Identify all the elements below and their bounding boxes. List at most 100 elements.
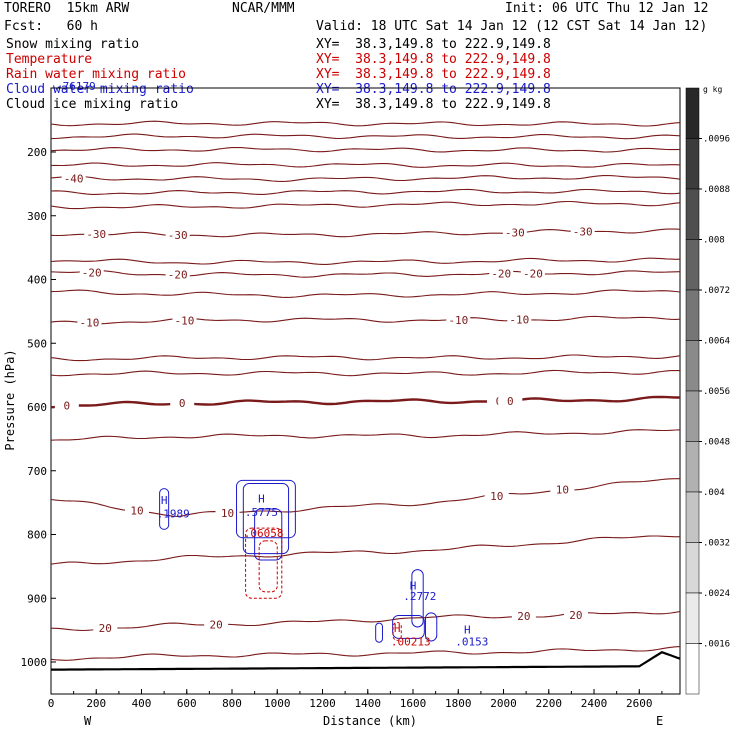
colorbar-label: .0064 (703, 337, 730, 347)
contour-annotation: -76179 (56, 80, 96, 93)
isotherm-label: -30 (573, 225, 593, 238)
isotherm-line (50, 535, 681, 565)
colorbar-swatch (685, 441, 700, 493)
x-axis-label: Distance (km) (323, 714, 417, 728)
isotherm-line (50, 369, 681, 377)
isotherm-label: -20 (168, 268, 188, 281)
isotherm-line (50, 146, 681, 153)
y-tick-label: 400 (27, 274, 47, 287)
isotherm-line (50, 315, 681, 325)
model-title: TORERO 15km ARW (4, 1, 130, 16)
mixing-ratio-contour (392, 621, 402, 641)
isotherm-label-bg (484, 490, 509, 503)
mixing-ratio-contour (245, 527, 283, 599)
temperature-isotherms: -40 -30 -30 -30 -30 -20 -20 -20 -20 -10 -10 -10 -10 0… (50, 120, 681, 661)
x-tick-label: 2400 (581, 697, 608, 710)
isotherm-label: -40 (64, 172, 84, 185)
y-tick-label: 200 (27, 146, 47, 159)
contour-annotation: .1989 (157, 507, 190, 520)
x-tick-label: 400 (132, 697, 152, 710)
x-tick-label: 2200 (536, 697, 563, 710)
forecast-hour: Fcst: 60 h (4, 19, 98, 34)
y-tick-label: 300 (27, 210, 47, 223)
field-label-rain: Rain water mixing ratio (6, 67, 187, 82)
colorbar-label: .0056 (703, 387, 730, 397)
x-tick-label: 1600 (400, 697, 427, 710)
isotherm-label: 0 (64, 399, 71, 412)
colorbar-swatch (685, 340, 700, 392)
contour-annotation: .5775 (245, 506, 278, 519)
isotherm-line (50, 478, 680, 518)
isotherm-line (50, 257, 681, 265)
isotherm-label-bg (502, 226, 527, 239)
isotherm-label-bg (498, 394, 523, 407)
isotherm-label-bg (520, 267, 545, 280)
field-label-snow: Snow mixing ratio (6, 37, 140, 52)
mixing-ratio-contour (236, 479, 296, 539)
colorbar-label: .0088 (703, 185, 730, 195)
mixing-ratio-contour (258, 540, 278, 593)
y-tick-label: 600 (27, 401, 47, 414)
isotherm-label-bg (93, 621, 118, 634)
isotherm-label: 20 (569, 609, 582, 622)
isotherm-label-bg (215, 506, 240, 519)
isotherm-line (50, 354, 681, 362)
isotherm-line (50, 429, 681, 441)
colorbar-swatch (685, 188, 700, 240)
contour-annotation: .00213 (391, 635, 431, 648)
isotherm-line (50, 174, 681, 182)
terrain-line (51, 650, 681, 671)
colorbar-label: .0048 (703, 438, 730, 448)
colorbar-swatch (685, 289, 700, 341)
isotherm-label-bg (172, 314, 197, 327)
isotherm-label-bg (563, 608, 588, 621)
field-xy-cloud-water: XY= 38.3,149.8 to 222.9,149.8 (316, 82, 551, 97)
isotherm-label: -20 (491, 268, 511, 281)
mixing-ratio-contours (159, 479, 438, 643)
isotherm-label: 0 (179, 397, 186, 410)
isotherm-line (50, 133, 681, 140)
isotherm-label: -30 (505, 226, 525, 239)
x-tick-label: 800 (222, 697, 242, 710)
mixing-ratio-contour (159, 488, 170, 530)
isotherm-label-bg (507, 313, 532, 326)
isotherm-line (51, 162, 681, 168)
colorbar-swatch (685, 138, 700, 190)
isotherm-label-bg (170, 397, 195, 410)
colorbar-label: .0072 (703, 286, 730, 296)
isotherm-label-bg (84, 228, 109, 241)
mixing-ratio-contour (242, 483, 290, 555)
colorbar-swatch (685, 542, 700, 594)
colorbar-swatch (685, 390, 700, 442)
isotherm-label-bg (77, 316, 102, 329)
axis-ticks (50, 151, 663, 694)
contour-annotation: H (464, 623, 471, 636)
isotherm-label-bg (79, 266, 104, 279)
contour-annotation: H (161, 494, 168, 507)
isotherm-label: -10 (509, 313, 529, 326)
isotherm-line (50, 270, 681, 278)
isotherm-label-bg (204, 618, 229, 631)
y-axis-label: Pressure (hPa) (3, 349, 17, 450)
field-label-temperature: Temperature (6, 52, 93, 67)
isotherm-label-bg (165, 228, 190, 241)
valid-time: Valid: 18 UTC Sat 14 Jan 12 (12 CST Sat … (316, 19, 708, 34)
x-tick-label: 600 (177, 697, 197, 710)
isotherm-label: 20 (517, 610, 530, 623)
field-label-cloud-ice: Cloud ice mixing ratio (6, 97, 179, 112)
isotherm-line (50, 289, 681, 298)
x-tick-label: 1800 (445, 697, 472, 710)
isotherm-label: 10 (490, 490, 503, 503)
x-tick-label: 1000 (264, 697, 291, 710)
y-tick-label: 700 (27, 465, 47, 478)
x-tick-label: 0 (48, 697, 55, 710)
y-tick-label: 500 (27, 337, 47, 350)
contour-annotation: H (394, 622, 401, 635)
isotherm-line (50, 200, 681, 210)
isotherm-line (50, 395, 680, 409)
x-axis-left-end: W (84, 714, 92, 728)
colorbar-swatch (685, 643, 700, 695)
x-tick-label: 1400 (355, 697, 382, 710)
y-tick-labels: 200 300 400 500 600 700 800 900 1000 (21, 146, 48, 669)
